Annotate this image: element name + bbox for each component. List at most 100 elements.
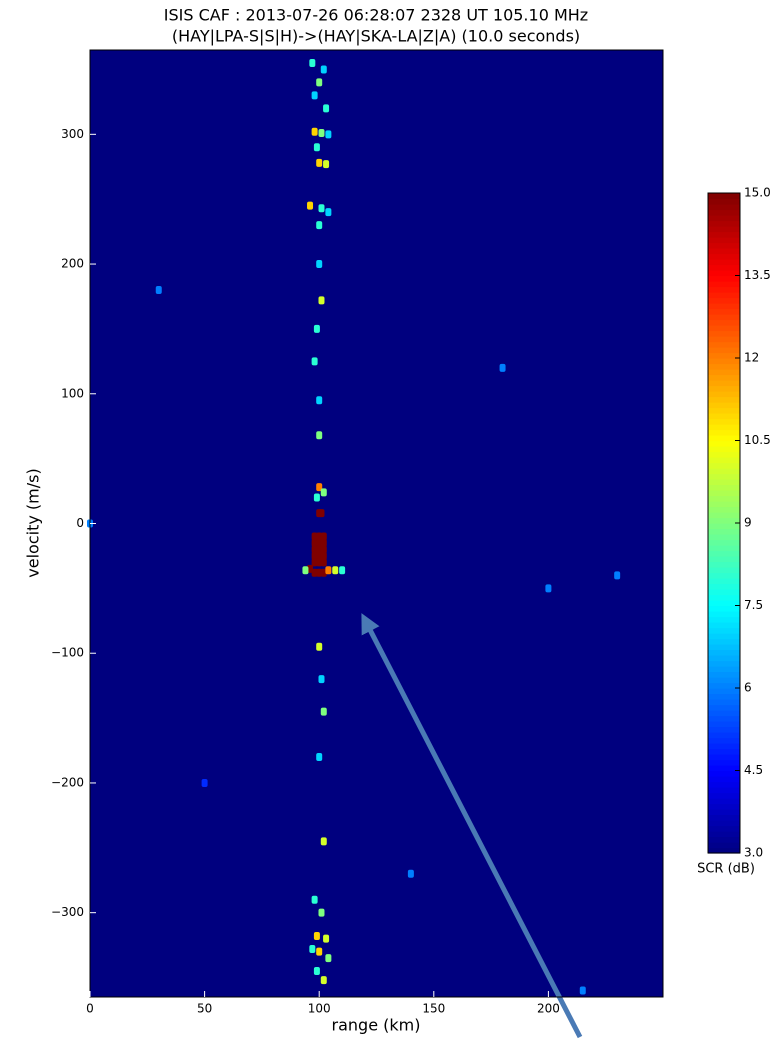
colorbar-step — [708, 446, 740, 453]
colorbar-step — [708, 407, 740, 414]
x-tick-label: 200 — [537, 1002, 560, 1016]
colorbar-step — [708, 462, 740, 469]
colorbar-step — [708, 385, 740, 392]
colorbar-step — [708, 352, 740, 359]
colorbar-step — [708, 732, 740, 739]
colorbar-step — [708, 314, 740, 321]
colorbar-step — [708, 616, 740, 623]
colorbar-step — [708, 561, 740, 568]
heatmap-cell — [311, 532, 318, 541]
y-tick-label: −300 — [51, 905, 84, 919]
heatmap-cell — [316, 558, 323, 567]
heatmap-cell — [311, 895, 318, 904]
heatmap-cell — [307, 564, 314, 573]
y-tick-label: 0 — [76, 516, 84, 530]
colorbar-step — [708, 798, 740, 805]
colorbar-step — [708, 264, 740, 271]
colorbar-step — [708, 308, 740, 315]
colorbar-step — [708, 776, 740, 783]
colorbar-step — [708, 836, 740, 843]
colorbar-step — [708, 506, 740, 513]
annotation-arrow — [361, 613, 583, 1039]
colorbar-step — [708, 539, 740, 546]
y-axis-label: velocity (m/s) — [24, 468, 43, 577]
colorbar-step — [708, 715, 740, 722]
colorbar-tick-label: 3.0 — [744, 846, 763, 860]
heatmap-cell — [325, 954, 332, 963]
colorbar-step — [708, 424, 740, 431]
colorbar-tick-label: 12 — [744, 351, 759, 365]
colorbar-step — [708, 572, 740, 579]
colorbar-step — [708, 242, 740, 249]
colorbar-step — [708, 743, 740, 750]
heatmap-cell — [316, 260, 323, 269]
colorbar-step — [708, 451, 740, 458]
heatmap-cell — [325, 208, 332, 217]
heatmap-cell — [320, 837, 327, 846]
colorbar-step — [708, 710, 740, 717]
colorbar-step — [708, 589, 740, 596]
heatmap-background — [90, 50, 663, 997]
colorbar-step — [708, 473, 740, 480]
heatmap-cell — [316, 551, 323, 560]
colorbar-step — [708, 495, 740, 502]
x-axis-label: range (km) — [332, 1016, 421, 1035]
heatmap-cell — [320, 976, 327, 985]
heatmap-cell — [325, 130, 332, 139]
heatmap-cell — [320, 488, 327, 497]
colorbar-step — [708, 545, 740, 552]
plot-area — [87, 50, 663, 997]
colorbar-step — [708, 693, 740, 700]
colorbar-step — [708, 627, 740, 634]
colorbar-step — [708, 248, 740, 255]
colorbar-step — [708, 605, 740, 612]
colorbar-step — [708, 611, 740, 618]
heatmap-cell — [313, 967, 320, 976]
heatmap-cell — [407, 869, 414, 878]
heatmap-cell — [309, 945, 316, 954]
colorbar-step — [708, 490, 740, 497]
colorbar-step — [708, 759, 740, 766]
heatmap-cell — [311, 538, 318, 547]
heatmap-cell — [339, 566, 346, 575]
colorbar-step — [708, 363, 740, 370]
colorbar-step — [708, 435, 740, 442]
colorbar-step — [708, 600, 740, 607]
colorbar-step — [708, 721, 740, 728]
colorbar-tick-label: 4.5 — [744, 763, 763, 777]
heatmap-cell — [318, 509, 325, 518]
colorbar-step — [708, 275, 740, 282]
heatmap-cell — [320, 538, 327, 547]
colorbar-step — [708, 787, 740, 794]
heatmap-cell — [311, 127, 318, 136]
colorbar-step — [708, 413, 740, 420]
colorbar-step — [708, 358, 740, 365]
colorbar-step — [708, 523, 740, 530]
y-tick-label: 100 — [61, 386, 84, 400]
colorbar-step — [708, 468, 740, 475]
heatmap-cell — [320, 545, 327, 554]
heatmap-cell — [320, 558, 327, 567]
heatmap-cell — [320, 551, 327, 560]
heatmap-cell — [316, 396, 323, 405]
colorbar-step — [708, 220, 740, 227]
y-tick-label: −100 — [51, 646, 84, 660]
colorbar-step — [708, 429, 740, 436]
colorbar-step — [708, 215, 740, 222]
colorbar-step — [708, 193, 740, 200]
x-tick-label: 50 — [197, 1002, 212, 1016]
heatmap-cell — [325, 566, 332, 575]
heatmap-cell — [316, 538, 323, 547]
colorbar-step — [708, 594, 740, 601]
colorbar-step — [708, 347, 740, 354]
colorbar-step — [708, 259, 740, 266]
heatmap-cell — [499, 363, 506, 372]
colorbar-step — [708, 660, 740, 667]
y-tick-label: 300 — [61, 127, 84, 141]
colorbar-step — [708, 484, 740, 491]
colorbar-step — [708, 688, 740, 695]
colorbar-step — [708, 457, 740, 464]
colorbar-step — [708, 842, 740, 849]
colorbar: 3.0 4.5 6 7.5 9 10.5 12 13.5 15.0 — [707, 186, 771, 860]
heatmap-cell — [313, 932, 320, 941]
